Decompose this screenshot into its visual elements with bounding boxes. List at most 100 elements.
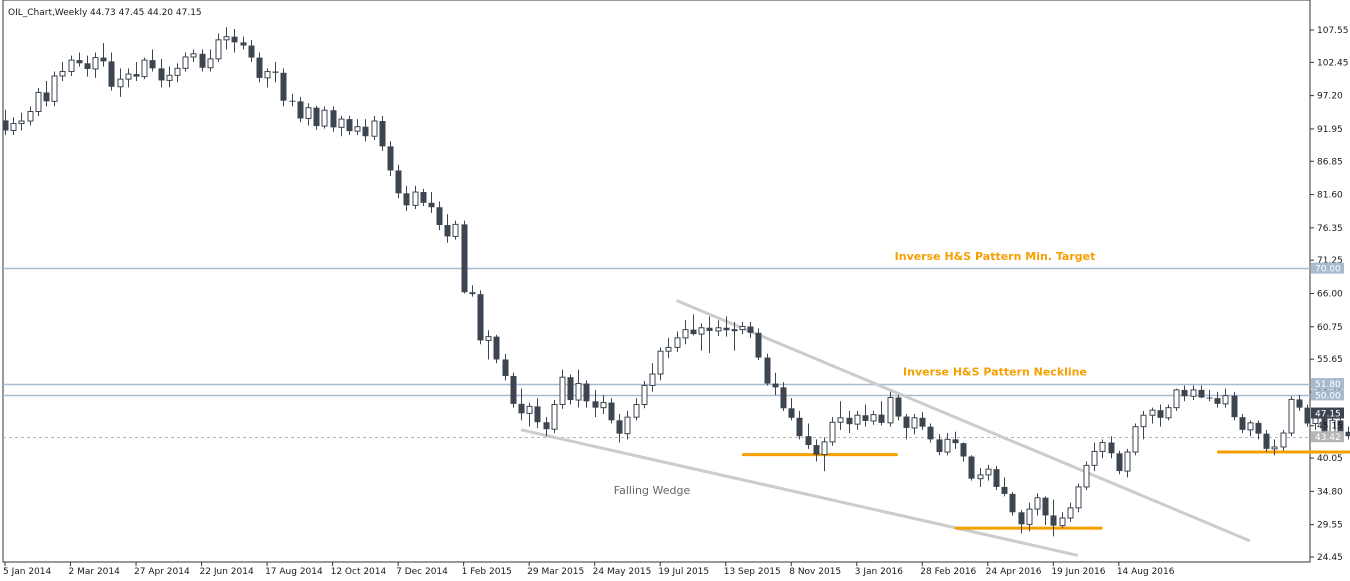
- candle: [927, 423, 934, 443]
- y-tick-label: 71.25: [1317, 256, 1343, 266]
- candle: [436, 201, 443, 231]
- price-badge-70.00: 70.00: [1315, 265, 1341, 275]
- candle: [944, 433, 951, 456]
- candle: [1108, 436, 1115, 459]
- candle: [1009, 491, 1016, 516]
- y-tick-label: 55.65: [1317, 355, 1343, 365]
- candle: [731, 322, 738, 351]
- candle: [207, 49, 214, 72]
- bid-badge: 43.42: [1315, 433, 1341, 443]
- candle: [395, 164, 402, 199]
- candle: [485, 330, 492, 360]
- candle: [76, 52, 83, 67]
- candle: [10, 117, 17, 135]
- price-badge-51.80-bg: [1311, 378, 1344, 390]
- candle: [338, 115, 345, 137]
- price-badge-70.00-bg: [1311, 262, 1344, 274]
- annotation-1: Inverse H&S Pattern Neckline: [903, 366, 1087, 379]
- candle: [608, 398, 615, 424]
- y-tick-label: 86.85: [1317, 157, 1343, 167]
- candle: [919, 412, 926, 430]
- candle: [715, 320, 722, 336]
- candle: [321, 106, 328, 129]
- y-tick-label: 60.75: [1317, 323, 1343, 333]
- candle: [379, 115, 386, 151]
- symbol-label: OIL_Chart,Weekly: [8, 8, 88, 18]
- candle: [788, 398, 795, 421]
- candle: [1124, 448, 1131, 478]
- candle: [878, 401, 885, 426]
- candle: [452, 220, 459, 240]
- candle: [387, 141, 394, 177]
- y-tick-label: 102.45: [1317, 58, 1349, 68]
- candle: [256, 52, 263, 83]
- candle: [133, 62, 140, 82]
- candle: [403, 185, 410, 212]
- candle: [502, 353, 509, 381]
- wedge-line-1: [520, 428, 1079, 557]
- candle: [543, 417, 550, 437]
- candle: [149, 49, 156, 72]
- candle: [1239, 413, 1246, 434]
- x-tick-label: 14 Aug 2016: [1117, 567, 1175, 577]
- candle: [977, 467, 984, 487]
- candle: [633, 398, 640, 421]
- candle: [895, 394, 902, 421]
- candle: [1304, 404, 1311, 427]
- pattern-labels: Inverse H&S Pattern Min. Target Inverse H…: [614, 250, 1096, 497]
- candle: [706, 316, 713, 354]
- candle: [968, 455, 975, 481]
- candle: [1140, 410, 1147, 440]
- y-tick-label: 45.15: [1317, 422, 1343, 432]
- candle: [821, 437, 828, 472]
- candle: [993, 465, 1000, 491]
- x-tick-label: 1 Feb 2015: [462, 567, 512, 577]
- candle: [182, 52, 189, 72]
- candle: [1288, 396, 1295, 437]
- chart-header: OIL_Chart,Weekly 44.73 47.45 44.20 47.15: [8, 8, 202, 18]
- x-tick-label: 3 Jan 2016: [855, 567, 903, 577]
- candle: [1034, 493, 1041, 516]
- candle: [862, 404, 869, 427]
- candle: [51, 71, 58, 107]
- candle: [346, 115, 353, 135]
- candle: [674, 331, 681, 352]
- candle: [428, 192, 435, 213]
- y-tick-label: 107.55: [1317, 26, 1349, 36]
- candle: [35, 88, 42, 116]
- candle: [264, 68, 271, 88]
- candle: [624, 410, 631, 440]
- candle: [764, 353, 771, 386]
- candle: [199, 49, 206, 72]
- candles: [2, 27, 1350, 537]
- x-tick-label: 19 Jul 2015: [658, 567, 709, 577]
- candle: [592, 389, 599, 418]
- annotation-0: Inverse H&S Pattern Min. Target: [895, 250, 1096, 263]
- candle: [92, 52, 99, 78]
- candle: [412, 185, 419, 210]
- candle: [1075, 483, 1082, 513]
- candle: [854, 410, 861, 430]
- y-axis: 107.55 102.45 97.20 91.95 86.85 81.60 76.35 71.…: [1310, 26, 1349, 563]
- candle: [1280, 429, 1287, 451]
- candle: [1132, 423, 1139, 456]
- x-tick-label: 7 Dec 2014: [396, 567, 448, 577]
- candle: [330, 106, 337, 132]
- candle: [911, 413, 918, 435]
- candle: [59, 62, 66, 82]
- candle: [682, 320, 689, 345]
- y-tick-label: 40.05: [1317, 454, 1343, 464]
- candle: [960, 442, 967, 462]
- candle: [305, 103, 312, 126]
- candle: [641, 381, 648, 409]
- horizontal-lines: [3, 267, 1310, 438]
- support-lines: [742, 450, 1350, 530]
- x-tick-label: 24 Apr 2016: [986, 567, 1042, 577]
- candle: [117, 68, 124, 97]
- candle: [772, 372, 779, 395]
- candle: [510, 372, 517, 408]
- x-tick-label: 12 Oct 2014: [331, 567, 387, 577]
- y-tick-label: 97.20: [1317, 92, 1343, 102]
